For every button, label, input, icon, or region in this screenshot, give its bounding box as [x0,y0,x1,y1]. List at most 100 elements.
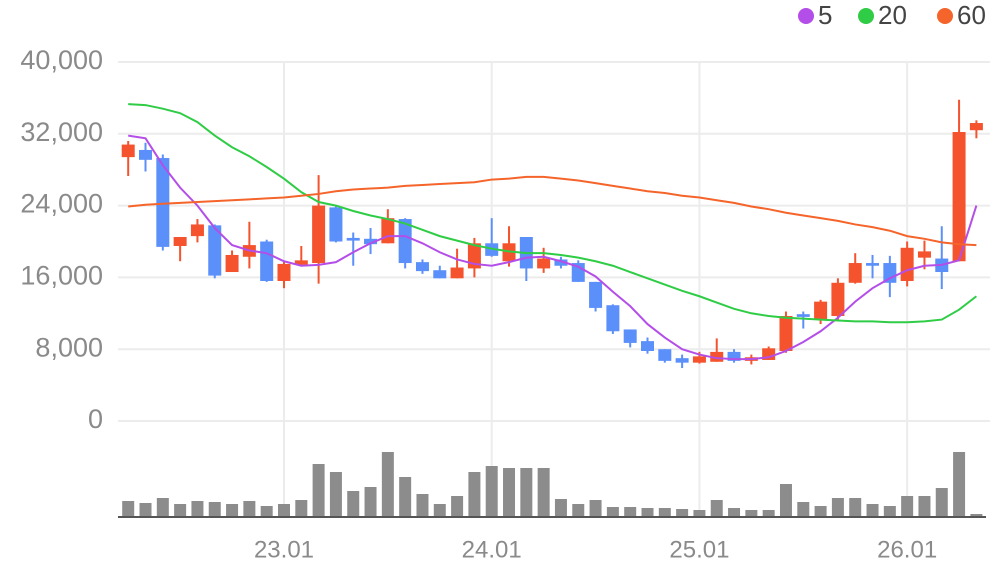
volume-bar [624,507,637,516]
y-tick-label: 24,000 [20,189,103,219]
legend-marker [798,8,814,24]
volume-bar [745,510,758,516]
volume-bar [554,499,567,516]
legend-marker [937,8,953,24]
volume-bar [831,498,844,516]
x-tick-label: 23.01 [254,536,314,563]
legend-label: 60 [957,0,986,30]
candle-body [814,301,828,320]
y-tick-label: 16,000 [20,261,103,291]
volume-bar [953,452,966,516]
candle-body [156,158,170,247]
candle-body [866,263,880,266]
legend-label: 20 [878,0,907,30]
candle-body [675,358,689,363]
volume-bar [710,500,723,516]
volume-bar [901,496,914,516]
volume-bar [572,504,585,516]
volume-bar [260,506,273,516]
volume-bar [658,508,671,516]
candle-body [831,282,845,316]
ma-line [128,175,977,247]
candle-body [364,238,378,245]
candle-body [952,132,966,262]
volume-bar [312,464,325,516]
candle-body [433,270,447,279]
y-tick-label: 40,000 [20,45,103,75]
candle-body [762,348,776,360]
candle-body [623,329,637,343]
legend-label: 5 [818,0,832,30]
volume-bar [918,496,931,516]
candle-body [727,351,741,361]
candle-body [346,237,360,241]
volume-bar [122,501,135,516]
volume-bar [606,507,619,516]
candle-body [589,281,603,308]
candle-body [537,258,551,269]
candle-body [658,349,672,361]
candle-body [312,205,326,264]
volume-bar [485,466,498,516]
volume-bar [935,488,948,516]
volume-bar [779,484,792,516]
volume-bar [537,468,550,516]
volume-bar [866,504,879,516]
volume-bar [728,508,741,516]
candle-body [381,218,395,244]
candle-body [139,149,153,160]
x-tick-label: 25.01 [669,536,729,563]
volume-bar [814,506,827,516]
volume-bar [139,503,152,516]
volume-bar [762,510,775,516]
candle-body [208,225,222,276]
candle-body [606,305,620,332]
volume-bar [433,504,446,516]
x-tick-label: 26.01 [877,536,937,563]
x-tick-label: 24.01 [462,536,522,563]
volume-bar [468,472,481,516]
volume-bar [243,501,256,516]
y-tick-label: 0 [88,404,103,434]
candle-body [173,237,187,246]
volume-bar [589,500,602,516]
candle-body [969,123,983,131]
candle-body [121,144,135,158]
volume-bar [797,502,810,516]
volume-bar [676,509,689,516]
volume-bar [174,504,187,516]
volume-bar [295,500,308,516]
candle-body [398,219,412,264]
ma-line [128,103,978,324]
y-tick-label: 32,000 [20,117,103,147]
candle-body [190,224,204,237]
volume-bar [208,502,221,516]
candle-body [796,314,810,317]
volume-bar [883,506,896,516]
volume-bar [520,468,533,516]
candle-body [917,251,931,258]
candle-body [848,263,862,283]
legend-marker [858,8,874,24]
candle-body [225,254,239,273]
volume-bar [347,491,360,516]
volume-bar [399,477,412,516]
volume-bar [277,504,290,516]
candle-body [779,315,793,351]
candle-body [554,259,568,266]
candle-body [260,241,274,281]
candle-body [900,247,914,281]
y-tick-label: 8,000 [35,332,103,362]
volume-bar [226,504,239,516]
volume-bar [381,452,394,516]
candle-body [710,351,724,362]
candle-body [450,267,464,279]
candle-body [415,262,429,272]
candle-body [641,341,654,351]
volume-bar [156,498,169,516]
candle-body [692,356,706,363]
candle-body [277,263,291,281]
volume-bar [503,468,516,516]
